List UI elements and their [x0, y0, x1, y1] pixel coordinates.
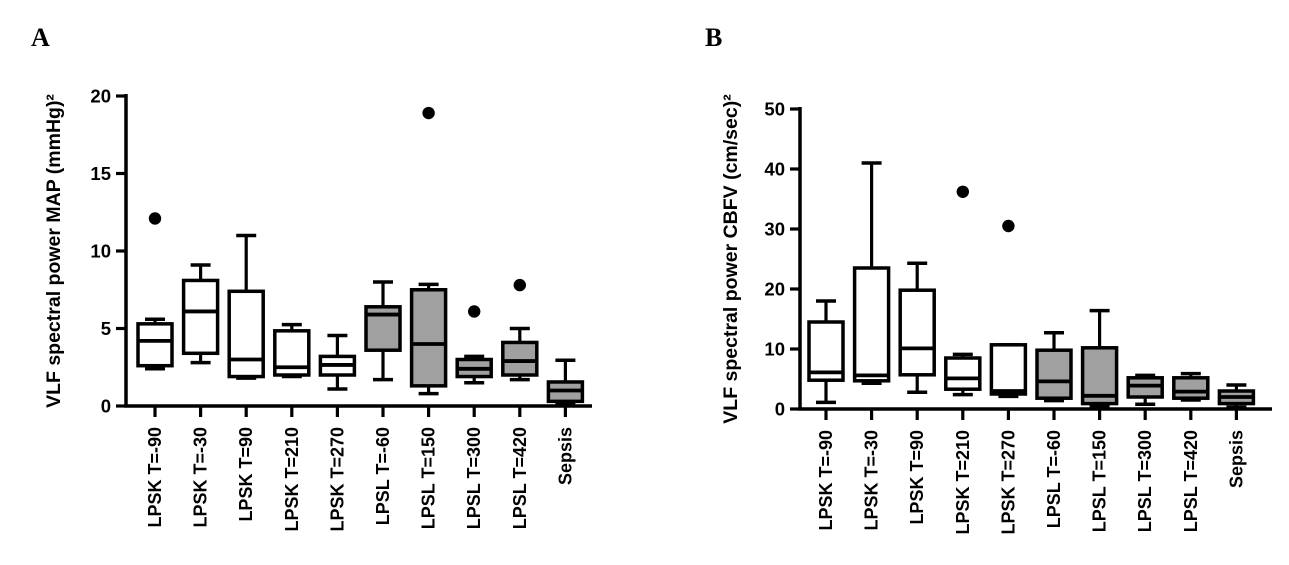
x-category-label: LPSK T=-90 [145, 427, 165, 528]
x-category-label: LPSK T=-90 [816, 430, 836, 531]
x-category-label: LPSK T=210 [953, 430, 973, 535]
iqr-box [409, 288, 448, 388]
axes [124, 94, 592, 408]
y-tick-label: 10 [90, 241, 111, 262]
box-lpsl-t-300 [1126, 373, 1164, 406]
box-sepsis [1217, 383, 1256, 409]
outlier-point [422, 106, 435, 120]
y-tick-label: 0 [101, 396, 111, 417]
box-lpsk-t--30 [852, 161, 891, 385]
y-axis-label: VLF spectral power CBFV (cm/sec)² [720, 94, 742, 424]
x-category-label: LPSL T=150 [1090, 430, 1110, 532]
y-tick-label: 10 [764, 339, 785, 360]
outlier-point [513, 278, 526, 292]
x-category-label: Sepsis [1226, 430, 1246, 488]
outlier-point [1002, 219, 1015, 233]
x-category-label: LPSK T=90 [236, 427, 256, 522]
panel-letter-b: B [705, 23, 723, 52]
x-category-label: LPSL T=420 [1181, 430, 1201, 532]
iqr-box [136, 322, 174, 368]
x-category-label: LPSK T=210 [282, 427, 302, 532]
box-lpsl-t-420 [1172, 371, 1210, 402]
x-category-label: LPSL T=420 [510, 427, 530, 529]
box-lpsl-t-300 [455, 305, 493, 385]
box-lpsk-t--30 [181, 263, 220, 365]
box-lpsl-t-150 [409, 106, 448, 396]
outlier-point [468, 305, 481, 318]
outlier-point [148, 212, 162, 225]
box-lpsk-t-90 [227, 233, 265, 380]
x-category-label: LPSK T=-30 [191, 427, 211, 528]
y-tick-label: 20 [764, 279, 785, 300]
iqr-box [501, 340, 539, 377]
box-sepsis [546, 358, 585, 405]
x-category-label: LPSK T=270 [327, 427, 347, 532]
y-tick-label: 20 [90, 86, 111, 107]
x-category-label: LPSL T=300 [1135, 430, 1155, 532]
iqr-box [898, 288, 936, 377]
box-lpsk-t-270 [318, 333, 357, 391]
x-category-label: Sepsis [555, 427, 575, 485]
box-lpsk-t-210 [944, 185, 982, 397]
iqr-box [944, 356, 982, 391]
iqr-box [852, 266, 891, 383]
box-lpsk-t-270 [989, 219, 1028, 399]
y-tick-label: 30 [764, 219, 785, 240]
y-axis-label: VLF spectral power MAP (mmHg)² [43, 94, 65, 408]
box-lpsk-t-210 [273, 322, 311, 379]
x-category-label: LPSK T=90 [907, 430, 927, 525]
iqr-box [227, 289, 265, 379]
iqr-box [989, 343, 1028, 396]
box-lpsl-t--60 [364, 280, 402, 382]
x-category-label: LPSL T=-60 [1044, 430, 1064, 528]
y-tick-label: 40 [764, 159, 785, 180]
iqr-box [181, 278, 220, 356]
box-lpsk-t--90 [136, 212, 174, 371]
box-lpsk-t--90 [807, 299, 845, 405]
outlier-point [956, 185, 969, 198]
box-lpsk-t-90 [898, 261, 936, 394]
panel-b: 0 10 20 30 40 50 VLF spectral power CBFV (cm/s… [720, 94, 1272, 535]
y-tick-label: 0 [775, 399, 785, 420]
panel-a: 0 5 10 15 20 VLF spectral power MAP (mmHg)² LP… [43, 86, 592, 532]
y-tick-label: 15 [90, 163, 111, 184]
panel-letter-a: A [31, 23, 50, 52]
box-lpsl-t-150 [1080, 308, 1119, 408]
axes [798, 107, 1272, 411]
x-category-label: LPSK T=270 [998, 430, 1018, 535]
x-category-label: LPSL T=150 [419, 427, 439, 529]
iqr-box [1172, 376, 1210, 400]
box-lpsl-t--60 [1035, 331, 1073, 403]
box-lpsl-t-420 [501, 278, 539, 382]
x-category-label: LPSL T=-60 [373, 427, 393, 525]
y-tick-label: 50 [764, 99, 785, 120]
y-tick-label: 5 [101, 318, 111, 339]
x-category-label: LPSL T=300 [464, 427, 484, 529]
x-category-label: LPSK T=-30 [862, 430, 882, 531]
iqr-box [1035, 348, 1073, 400]
